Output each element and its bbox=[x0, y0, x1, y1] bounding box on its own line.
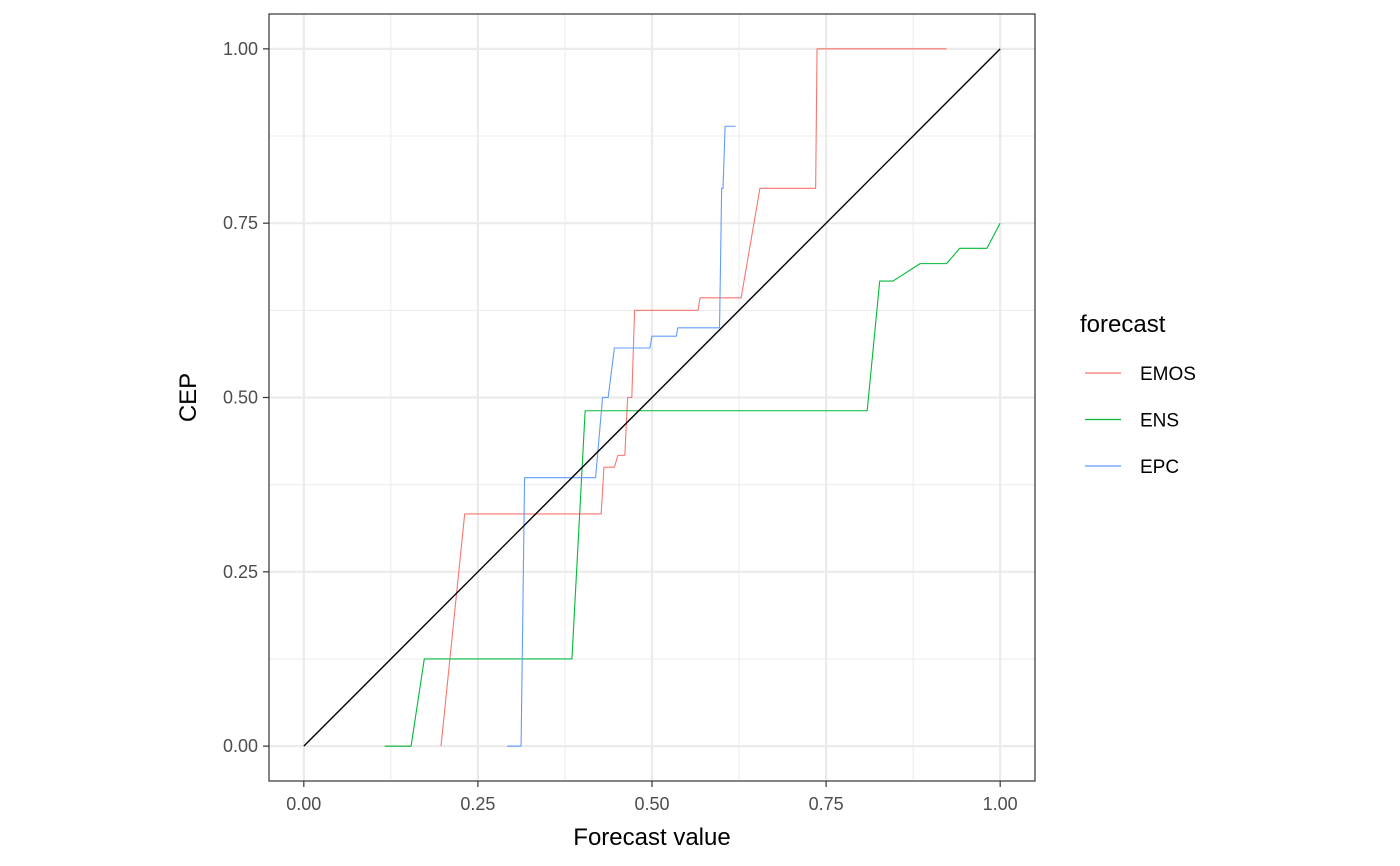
legend: forecast EMOS ENS EPC bbox=[1080, 311, 1196, 478]
x-tick-label: 0.25 bbox=[460, 794, 495, 814]
y-tick-label: 0.00 bbox=[223, 736, 258, 756]
x-tick-label: 0.50 bbox=[634, 794, 669, 814]
major-gridlines bbox=[269, 14, 1035, 781]
legend-label-epc: EPC bbox=[1140, 457, 1179, 478]
x-tick-label: 0.75 bbox=[809, 794, 844, 814]
series-line-emos bbox=[440, 48, 947, 747]
legend-title: forecast bbox=[1080, 311, 1166, 338]
y-tick-label: 0.25 bbox=[223, 562, 258, 582]
x-tick-label: 1.00 bbox=[983, 794, 1018, 814]
series-line-ens bbox=[384, 222, 1001, 747]
y-axis-ticks: 0.00 0.25 0.50 0.75 1.00 bbox=[223, 39, 269, 756]
y-axis-title: CEP bbox=[175, 373, 202, 422]
series-layer bbox=[303, 48, 1001, 747]
legend-label-emos: EMOS bbox=[1140, 364, 1196, 385]
x-axis-ticks: 0.00 0.25 0.50 0.75 1.00 bbox=[286, 781, 1018, 814]
y-tick-label: 0.50 bbox=[223, 388, 258, 408]
x-tick-label: 0.00 bbox=[286, 794, 321, 814]
diagonal-reference-line bbox=[303, 48, 1001, 747]
legend-label-ens: ENS bbox=[1140, 411, 1179, 432]
x-axis-title: Forecast value bbox=[573, 824, 730, 851]
y-tick-label: 1.00 bbox=[223, 39, 258, 59]
y-tick-label: 0.75 bbox=[223, 213, 258, 233]
